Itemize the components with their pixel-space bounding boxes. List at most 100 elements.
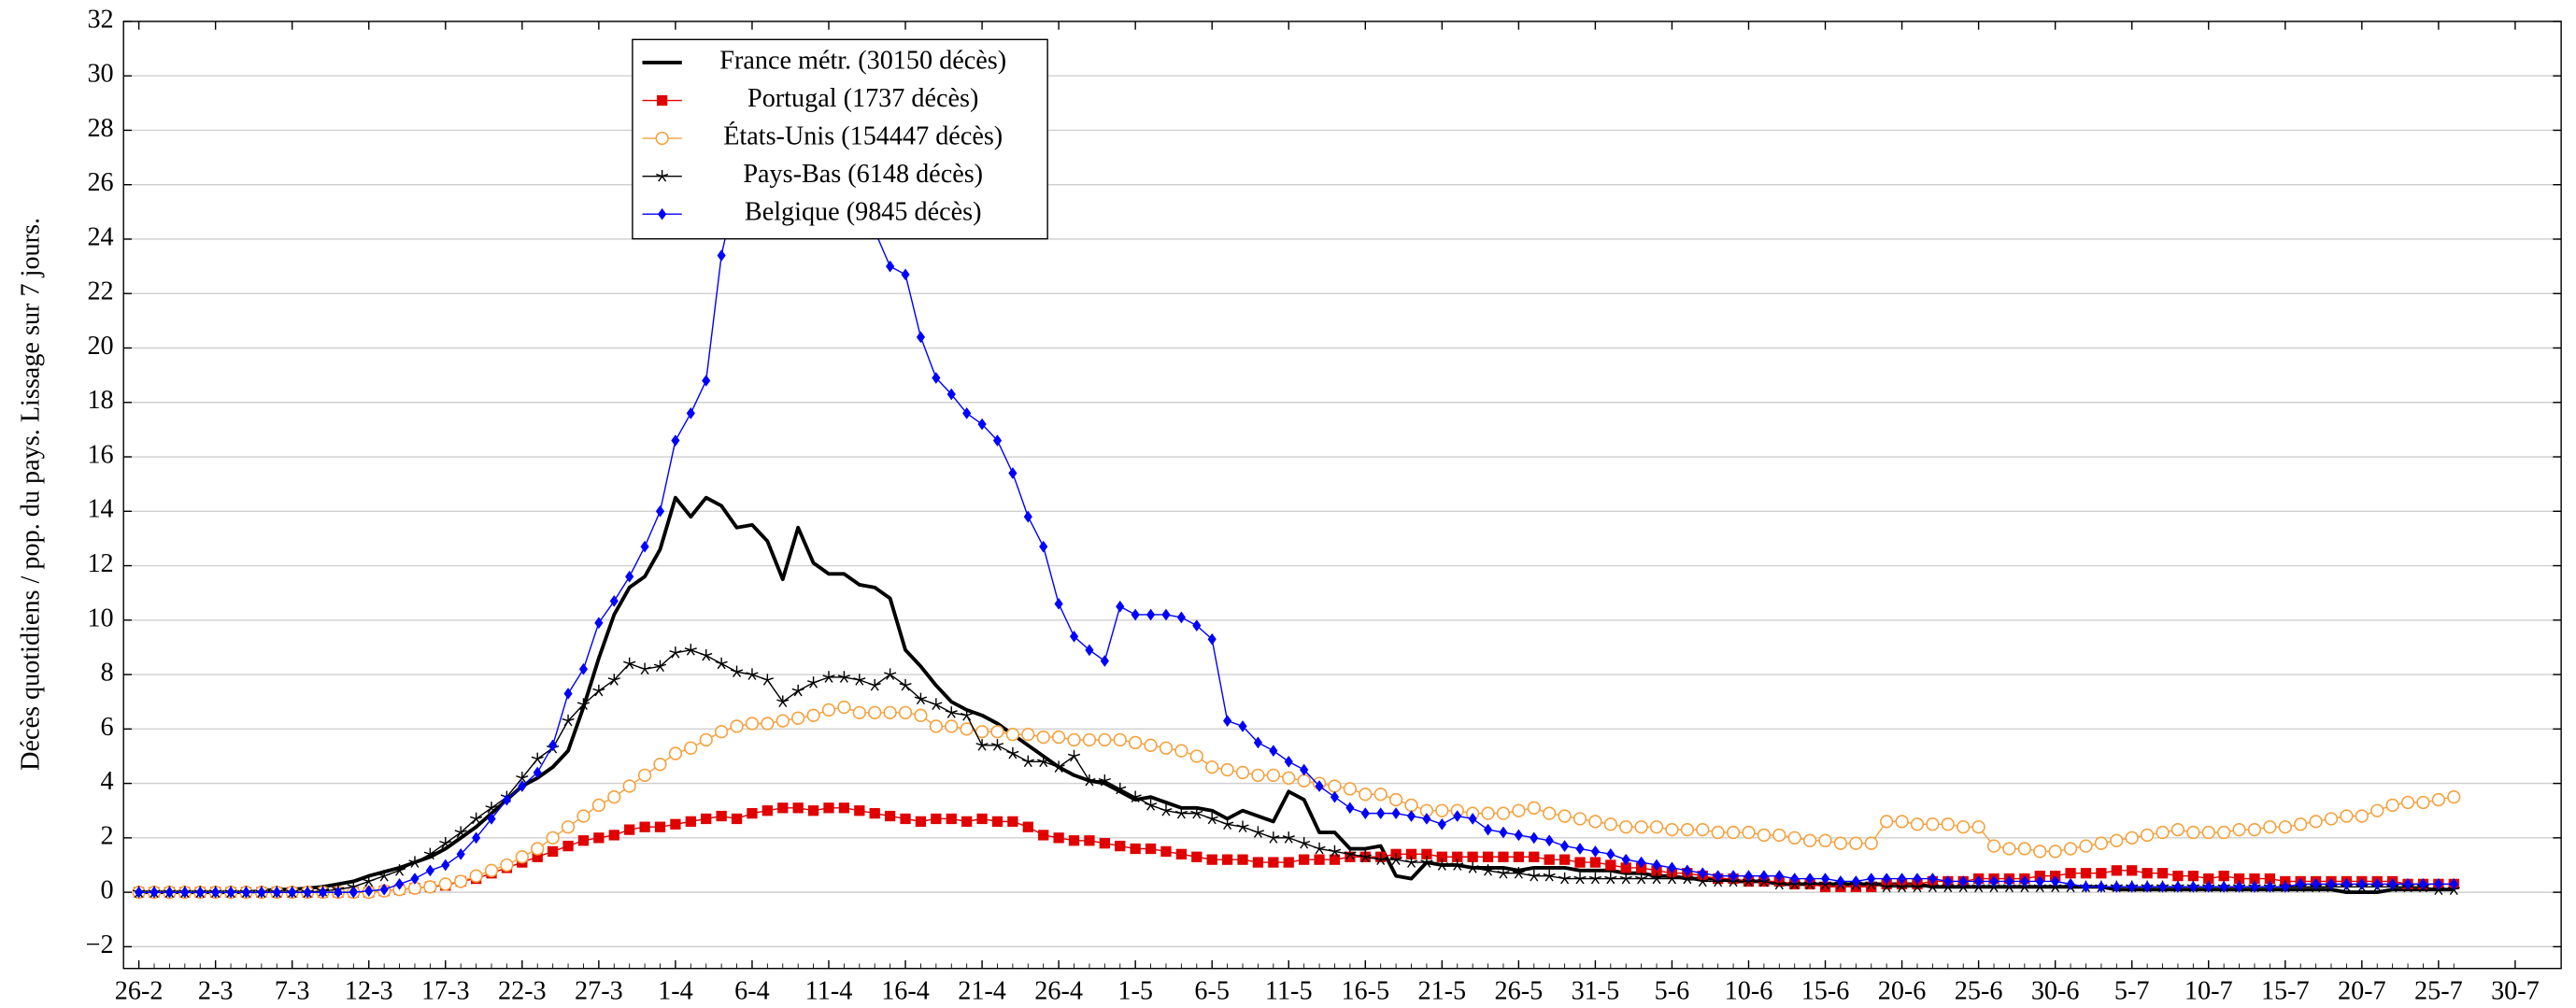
marker xyxy=(578,662,589,675)
marker xyxy=(932,372,941,384)
marker xyxy=(822,671,835,683)
x-tick-label: 16-5 xyxy=(1341,977,1389,1006)
marker xyxy=(2065,868,2076,879)
marker xyxy=(684,644,697,656)
marker xyxy=(1008,467,1018,479)
marker xyxy=(761,805,774,816)
legend-box xyxy=(632,38,1048,240)
marker xyxy=(548,739,558,752)
marker xyxy=(747,807,758,819)
x-tick-label: 26-4 xyxy=(1034,977,1083,1006)
marker xyxy=(1726,825,1741,840)
marker xyxy=(730,665,744,677)
marker xyxy=(2418,878,2428,890)
x-tick-label: 2-3 xyxy=(198,977,234,1006)
marker xyxy=(671,434,680,447)
marker xyxy=(1174,744,1188,758)
marker xyxy=(1910,817,1925,831)
y-tick-label: 20 xyxy=(87,332,113,361)
marker xyxy=(469,869,483,883)
marker xyxy=(1404,798,1418,813)
marker xyxy=(546,831,560,845)
marker xyxy=(961,709,974,721)
marker xyxy=(746,668,759,680)
x-tick-label: 5-6 xyxy=(1655,977,1690,1006)
marker xyxy=(1499,826,1508,839)
marker xyxy=(2265,880,2274,893)
marker xyxy=(2156,868,2169,879)
marker xyxy=(1543,806,1557,820)
marker xyxy=(1084,835,1095,846)
marker xyxy=(1083,774,1096,787)
marker xyxy=(1483,823,1493,836)
marker xyxy=(1300,763,1309,776)
marker xyxy=(1114,782,1127,795)
legend-marker xyxy=(656,169,669,182)
marker xyxy=(2278,820,2292,834)
marker xyxy=(1100,655,1109,667)
marker xyxy=(1941,817,1955,831)
x-tick-label: 30-6 xyxy=(2031,977,2080,1006)
marker xyxy=(562,840,574,852)
marker xyxy=(1665,822,1679,837)
marker xyxy=(853,674,866,686)
marker xyxy=(2434,878,2443,890)
legend-marker xyxy=(656,94,668,106)
marker xyxy=(961,816,973,828)
marker xyxy=(2002,842,2016,856)
marker xyxy=(2416,795,2430,810)
marker xyxy=(1315,780,1324,792)
marker xyxy=(1053,832,1064,844)
x-tick-label: 1-4 xyxy=(658,977,693,1006)
marker xyxy=(1269,745,1278,757)
marker xyxy=(1635,872,1648,885)
x-tick-label: 6-4 xyxy=(734,977,770,1006)
marker xyxy=(392,864,406,876)
marker xyxy=(946,813,957,825)
x-tick-label: 26-2 xyxy=(115,977,164,1006)
marker xyxy=(2201,825,2215,840)
marker xyxy=(2097,880,2106,893)
marker xyxy=(2357,878,2367,890)
marker xyxy=(1836,875,1845,887)
marker xyxy=(425,864,434,877)
marker xyxy=(1021,728,1035,742)
legend-label: États-Unis (154447 décès) xyxy=(723,122,1003,151)
marker xyxy=(1573,812,1587,826)
marker xyxy=(472,831,481,845)
marker xyxy=(1116,600,1125,613)
marker xyxy=(377,869,391,882)
marker xyxy=(2048,845,2062,859)
marker xyxy=(1528,869,1541,882)
marker xyxy=(1129,735,1143,750)
marker xyxy=(654,821,666,832)
y-tick-label: 14 xyxy=(87,495,113,524)
marker xyxy=(2234,880,2244,893)
marker xyxy=(777,802,789,814)
marker xyxy=(1497,867,1510,879)
marker xyxy=(684,741,698,755)
marker xyxy=(2081,880,2091,893)
marker xyxy=(1588,872,1601,885)
marker xyxy=(1742,825,1756,840)
marker xyxy=(700,648,713,661)
marker xyxy=(2447,790,2461,804)
marker xyxy=(1637,856,1646,869)
marker xyxy=(2172,870,2184,882)
legend-label: France métr. (30150 décès) xyxy=(719,46,1006,75)
marker xyxy=(2309,815,2323,829)
marker xyxy=(929,719,943,733)
marker xyxy=(1374,853,1388,865)
marker xyxy=(653,758,667,772)
marker xyxy=(2281,880,2290,893)
marker xyxy=(394,878,405,890)
marker xyxy=(1220,762,1234,777)
marker xyxy=(562,714,575,727)
marker xyxy=(2355,809,2369,823)
marker xyxy=(622,779,636,793)
marker xyxy=(303,886,312,899)
y-tick-label: 28 xyxy=(87,114,113,143)
marker xyxy=(992,434,1003,447)
